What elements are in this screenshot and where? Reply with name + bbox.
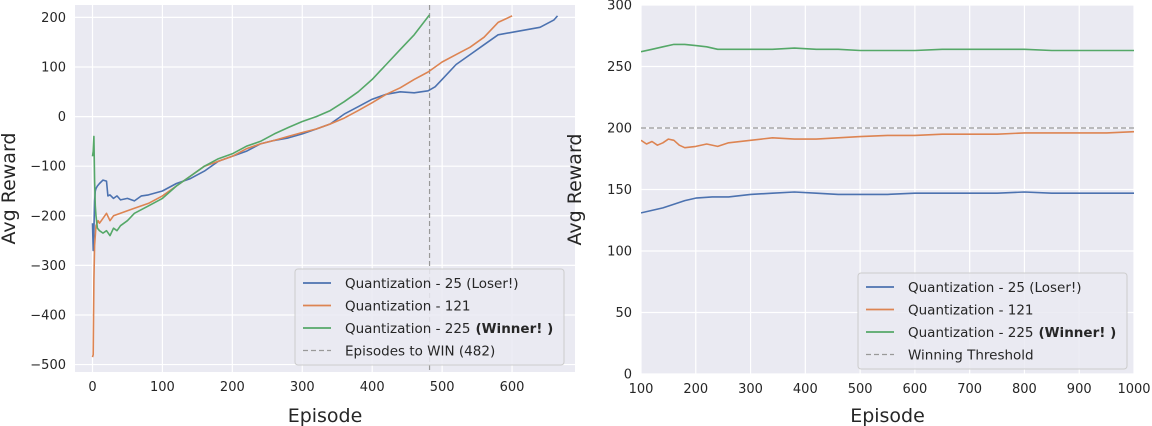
series-line-2 — [91, 15, 513, 358]
legend: Quantization - 25 (Loser!) Quantization -… — [857, 272, 1128, 370]
chart-left-episodes-to-win: 0 100 200 300 400 500 600 −500 −400 −300 −200 −100 0… — [0, 5, 575, 426]
x-tick-label: 1000 — [1117, 382, 1150, 397]
legend-label: Episodes to WIN (482) — [345, 344, 495, 360]
series-line-1 — [91, 15, 559, 252]
series-line-3 — [91, 14, 431, 237]
gridlines — [75, 5, 575, 372]
x-tick-label: 300 — [738, 382, 763, 397]
x-tick-label: 100 — [629, 382, 654, 397]
x-tick-label: 400 — [793, 382, 818, 397]
x-tick-label: 700 — [957, 382, 982, 397]
legend-label: Quantization - 225 (Winner! ) — [345, 321, 553, 337]
y-tick-label: −500 — [30, 358, 66, 373]
series-line-3 — [641, 43, 1134, 53]
x-tick-label: 200 — [220, 380, 245, 395]
y-tick-label: 300 — [607, 0, 632, 14]
y-axis-label: Avg Reward — [0, 133, 20, 245]
legend-box — [857, 272, 1128, 370]
legend-label: Quantization - 225 (Winner! ) — [908, 325, 1116, 341]
y-tick-label: 50 — [615, 306, 632, 321]
x-axis-label: Episode — [850, 405, 925, 426]
series-line-2 — [641, 130, 1134, 149]
x-tick-label: 0 — [88, 380, 96, 395]
chart-right-winning-threshold: 100 200 300 400 500 600 700 800 900 1000 0 50 100 150… — [564, 0, 1151, 426]
y-tick-label: 100 — [607, 245, 632, 260]
y-tick-label: −400 — [30, 308, 66, 323]
legend-label: Quantization - 121 — [908, 303, 1034, 319]
y-tick-label: 100 — [41, 60, 66, 75]
x-tick-label: 600 — [500, 380, 525, 395]
x-axis-label: Episode — [288, 405, 363, 426]
y-tick-label: −200 — [30, 209, 66, 224]
x-tick-label: 300 — [290, 380, 315, 395]
x-tick-label: 900 — [1067, 382, 1092, 397]
y-tick-label: −100 — [30, 160, 66, 175]
x-tick-label: 500 — [430, 380, 455, 395]
legend-label: Winning Threshold — [908, 348, 1034, 364]
y-tick-label: −300 — [30, 259, 66, 274]
x-tick-label: 400 — [360, 380, 385, 395]
y-tick-label: 0 — [58, 110, 66, 125]
y-axis-label: Avg Reward — [564, 134, 586, 246]
y-tick-label: 150 — [607, 183, 632, 198]
y-tick-label: 200 — [607, 122, 632, 137]
legend-label: Quantization - 25 (Loser!) — [345, 276, 519, 292]
y-tick-label: 200 — [41, 11, 66, 26]
y-tick-label: 250 — [607, 60, 632, 75]
x-tick-label: 100 — [150, 380, 175, 395]
x-tick-label: 200 — [683, 382, 708, 397]
x-tick-label: 800 — [1012, 382, 1037, 397]
legend-label: Quantization - 121 — [345, 299, 471, 315]
legend-box — [294, 268, 565, 366]
x-tick-label: 500 — [848, 382, 873, 397]
legend-label: Quantization - 25 (Loser!) — [908, 280, 1082, 296]
legend: Quantization - 25 (Loser!) Quantization -… — [294, 268, 565, 366]
series-line-1 — [641, 191, 1134, 214]
x-tick-label: 600 — [902, 382, 927, 397]
y-tick-label: 0 — [624, 368, 632, 383]
